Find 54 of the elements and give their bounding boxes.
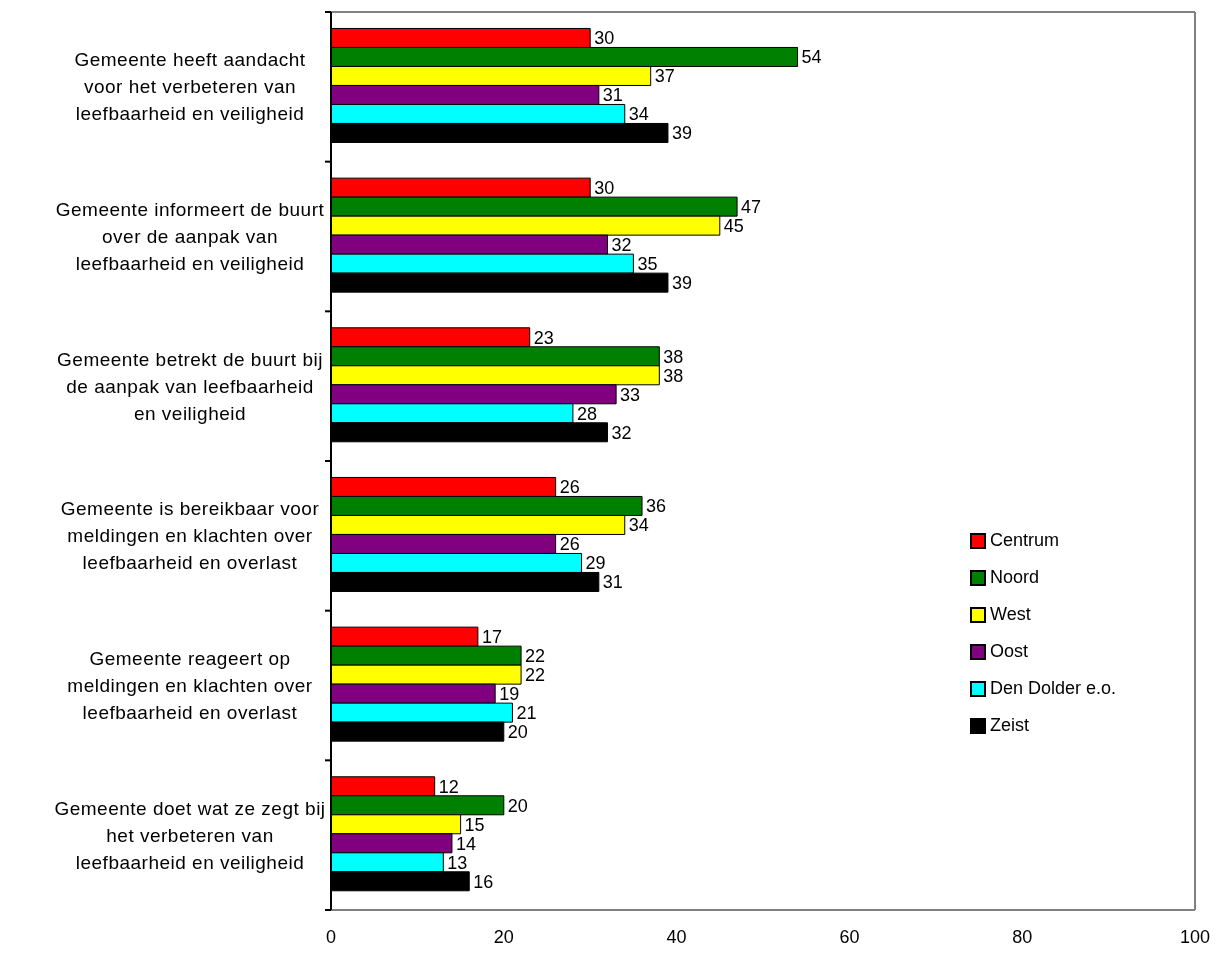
data-label: 32 — [611, 235, 632, 256]
data-label: 22 — [525, 646, 546, 667]
data-label: 20 — [507, 722, 528, 743]
data-label: 31 — [602, 572, 623, 593]
data-label: 13 — [447, 852, 468, 873]
data-label: 54 — [801, 47, 822, 68]
data-label: 47 — [741, 197, 762, 218]
x-tick-label: 0 — [325, 926, 337, 947]
x-tick-label: 20 — [493, 926, 514, 947]
data-label: 12 — [438, 776, 459, 797]
data-label: 15 — [464, 814, 485, 835]
data-label: 39 — [671, 273, 692, 294]
data-label: 30 — [594, 28, 615, 49]
data-label: 19 — [499, 684, 520, 705]
data-label: 23 — [533, 327, 554, 348]
y-tick-label: Gemeente informeert de buurt over de aanpak van leefbaarheid en veiligheid — [55, 199, 325, 275]
data-label: 36 — [646, 496, 667, 517]
data-label: 31 — [602, 85, 623, 106]
y-tick-label: Gemeente is bereikbaar voor meldingen en klachten over leefbaarheid en overlast — [60, 498, 320, 574]
data-label: 26 — [559, 477, 580, 498]
x-tick-label: 100 — [1179, 926, 1211, 947]
legend-label: Centrum — [990, 530, 1060, 551]
data-label: 34 — [628, 515, 649, 536]
data-label: 33 — [620, 384, 641, 405]
x-tick-label: 60 — [839, 926, 860, 947]
legend-label: Oost — [990, 641, 1029, 662]
x-tick-label: 40 — [666, 926, 687, 947]
legend-label: Den Dolder e.o. — [990, 678, 1117, 699]
data-label: 38 — [663, 346, 684, 367]
data-label: 35 — [637, 254, 658, 275]
data-label: 45 — [723, 216, 744, 237]
data-label: 26 — [559, 534, 580, 555]
legend-label: Zeist — [990, 715, 1030, 736]
data-label: 30 — [594, 178, 615, 199]
data-label: 22 — [525, 665, 546, 686]
data-label: 17 — [481, 627, 502, 648]
data-label: 29 — [585, 553, 606, 574]
data-label: 34 — [628, 104, 649, 125]
data-label: 28 — [576, 403, 597, 424]
data-label: 32 — [611, 422, 632, 443]
data-label: 37 — [654, 66, 675, 87]
data-label: 14 — [455, 833, 476, 854]
data-label: 16 — [473, 871, 494, 892]
y-tick-label: Gemeente doet wat ze zegt bij het verbeteren van leefbaarheid en veiligheid — [54, 797, 326, 873]
y-tick-label: Gemeente heeft aandacht voor het verbeteren van leefbaarheid en veiligheid — [74, 49, 306, 125]
data-label: 39 — [671, 123, 692, 144]
y-tick-label: Gemeente reageert op meldingen en klachten over leefbaarheid en overlast — [67, 648, 313, 724]
data-label: 38 — [663, 365, 684, 386]
data-label: 21 — [516, 703, 537, 724]
data-label: 20 — [507, 795, 528, 816]
x-tick-label: 80 — [1012, 926, 1033, 947]
legend-label: West — [990, 604, 1031, 625]
legend-label: Noord — [990, 567, 1040, 588]
y-tick-label: Gemeente betrekt de buurt bij de aanpak van leefbaarheid en veiligheid — [57, 348, 323, 424]
